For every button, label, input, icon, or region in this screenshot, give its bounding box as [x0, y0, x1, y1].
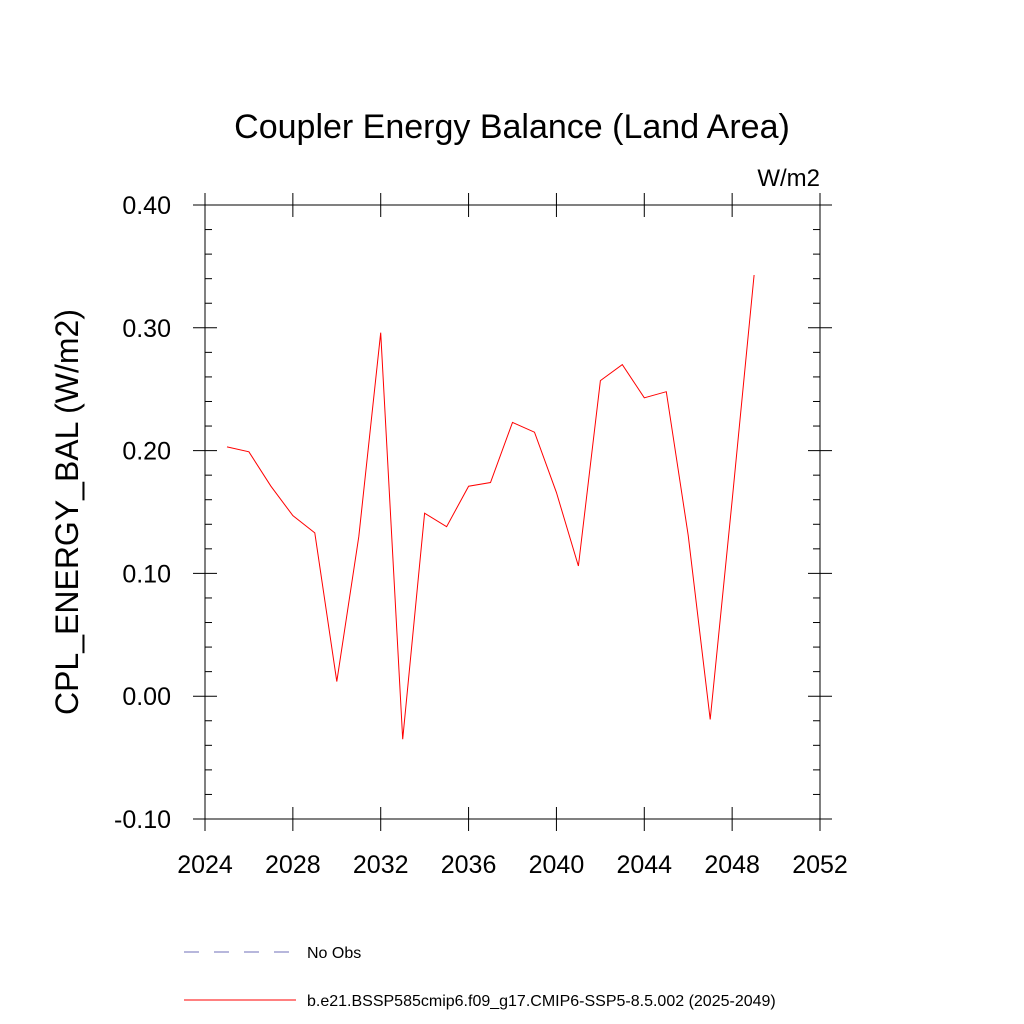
series-line: [226, 274, 755, 740]
x-tick-label: 2040: [529, 851, 585, 879]
x-tick-label: 2048: [704, 851, 760, 879]
major-ticks: [193, 193, 832, 831]
x-tick-label: 2044: [616, 851, 672, 879]
chart-title: Coupler Energy Balance (Land Area): [234, 108, 790, 146]
plot-frame: [204, 204, 821, 820]
x-tick-label: 2024: [177, 851, 233, 879]
x-tick-labels: 2024 2028 2032 2036 2040 2044 2048 2052: [177, 851, 848, 879]
y-tick-label: 0.20: [122, 438, 171, 466]
legend-label-series: b.e21.BSSP585cmip6.f09_g17.CMIP6-SSP5-8.…: [307, 993, 776, 1010]
x-tick-label: 2028: [265, 851, 321, 879]
y-tick-label: 0.30: [122, 315, 171, 343]
x-tick-label: 2036: [441, 851, 497, 879]
legend-label-no-obs: No Obs: [307, 945, 361, 962]
y-axis-label: CPL_ENERGY_BAL (W/m2): [49, 309, 85, 715]
series-layer: [226, 274, 755, 740]
x-tick-label: 2032: [353, 851, 409, 879]
units-label: W/m2: [757, 165, 820, 192]
y-tick-label: -0.10: [114, 806, 171, 834]
y-tick-labels: -0.10 0.00 0.10 0.20 0.30 0.40: [114, 192, 171, 834]
y-tick-label: 0.40: [122, 192, 171, 220]
y-tick-label: 0.00: [122, 683, 171, 711]
legend: No Obs b.e21.BSSP585cmip6.f09_g17.CMIP6-…: [184, 945, 776, 1010]
minor-ticks: [205, 229, 820, 795]
x-tick-label: 2052: [792, 851, 848, 879]
y-tick-label: 0.10: [122, 560, 171, 588]
